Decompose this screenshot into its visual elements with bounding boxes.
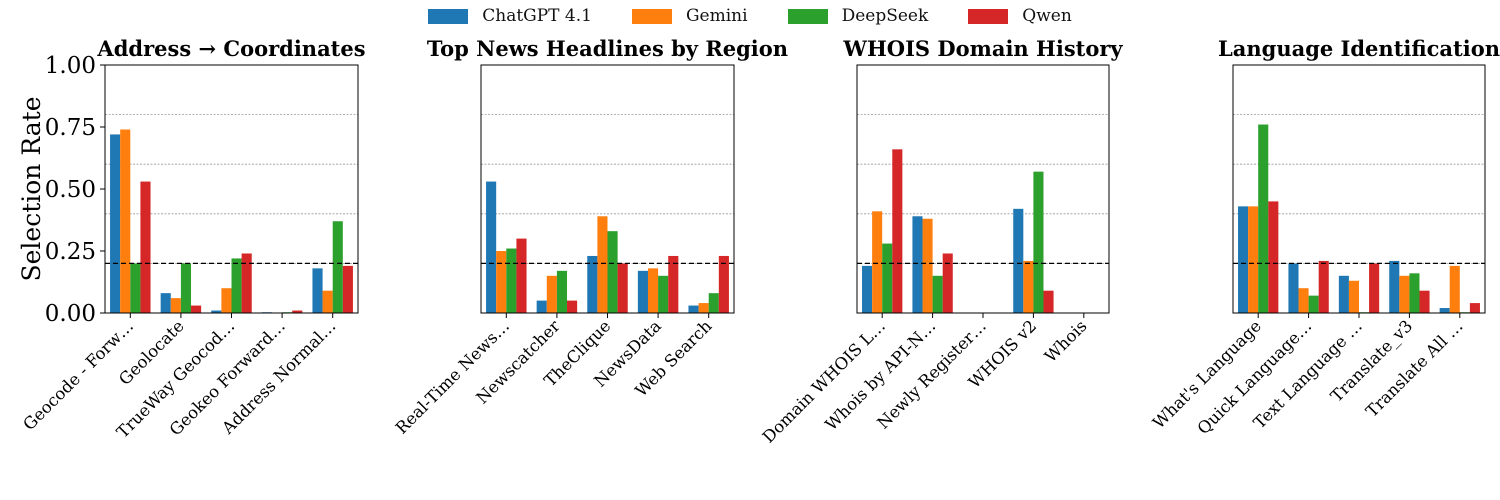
bar-chatgpt-4-1-5	[688, 305, 699, 313]
legend-item-chatgpt: ChatGPT 4.1	[428, 6, 592, 26]
bar-chatgpt-4-1-3	[587, 255, 598, 313]
legend-label-chatgpt: ChatGPT 4.1	[482, 6, 592, 26]
bar-gemini-1	[1248, 206, 1259, 313]
bar-gemini-2	[170, 298, 181, 313]
legend: ChatGPT 4.1 Gemini DeepSeek Qwen	[0, 4, 1500, 28]
bar-qwen-4	[292, 310, 303, 313]
bar-gemini-5	[1449, 265, 1460, 313]
legend-swatch-chatgpt	[428, 8, 469, 24]
bar-qwen-4	[668, 255, 679, 313]
bar-qwen-3	[241, 253, 252, 313]
bar-chatgpt-4-1-1	[1238, 206, 1249, 313]
y-tick-label: 0.75	[45, 115, 96, 141]
bar-gemini-5	[322, 290, 333, 313]
chart-title: WHOIS Domain History	[842, 36, 1123, 61]
bar-qwen-1	[140, 181, 151, 313]
bar-qwen-3	[1369, 263, 1380, 313]
y-tick-label: 0.00	[45, 301, 96, 327]
bar-chatgpt-4-1-1	[862, 265, 873, 313]
y-tick-label: 0.25	[45, 239, 96, 265]
bar-deepseek-2	[180, 263, 192, 313]
legend-swatch-qwen	[968, 8, 1009, 24]
bar-chatgpt-4-1-1	[110, 134, 121, 313]
chart-title: Top News Headlines by Region	[427, 36, 788, 61]
bar-gemini-4	[1023, 260, 1034, 313]
bar-qwen-2	[191, 305, 202, 313]
legend-swatch-gemini	[631, 8, 672, 24]
legend-label-gemini: Gemini	[685, 6, 748, 26]
legend-label-qwen: Qwen	[1022, 6, 1072, 26]
bar-deepseek-2	[932, 275, 943, 313]
bar-gemini-3	[221, 288, 232, 313]
bar-chatgpt-4-1-3	[1338, 275, 1349, 313]
bar-qwen-1	[1268, 201, 1279, 313]
bar-gemini-3	[1348, 280, 1359, 313]
bar-qwen-5	[342, 265, 353, 313]
y-tick-label: 0.50	[45, 177, 96, 203]
bar-qwen-4	[1043, 290, 1054, 313]
bar-chatgpt-4-1-4	[637, 270, 648, 313]
bar-qwen-2	[1318, 260, 1329, 313]
bar-chatgpt-4-1-5	[312, 268, 323, 313]
legend-item-qwen: Qwen	[968, 6, 1072, 26]
bar-chatgpt-4-1-2	[160, 293, 171, 313]
bar-deepseek-4	[658, 275, 669, 313]
chart-title: Address → Coordinates	[96, 36, 365, 61]
bar-qwen-2	[942, 253, 953, 313]
bar-gemini-1	[496, 251, 507, 313]
bar-deepseek-4	[1409, 273, 1420, 313]
legend-swatch-deepseek	[787, 8, 828, 24]
bar-qwen-5	[1469, 303, 1480, 313]
bar-deepseek-1	[1258, 124, 1269, 314]
bar-gemini-5	[698, 303, 709, 313]
bar-chatgpt-4-1-3	[211, 310, 222, 313]
bar-chatgpt-4-1-5	[1439, 308, 1450, 313]
bar-gemini-2	[922, 218, 933, 313]
bar-qwen-2	[567, 300, 578, 313]
bar-chatgpt-4-1-4	[1013, 208, 1024, 313]
legend-item-gemini: Gemini	[631, 6, 748, 26]
bar-gemini-4	[647, 268, 659, 313]
bar-gemini-1	[120, 129, 131, 313]
bar-gemini-2	[546, 275, 557, 313]
bar-gemini-4	[1399, 275, 1410, 313]
bar-deepseek-2	[1308, 295, 1319, 313]
bar-deepseek-4	[1033, 171, 1044, 313]
bar-chatgpt-4-1-2	[1288, 263, 1299, 313]
bar-gemini-1	[872, 211, 883, 313]
bar-deepseek-1	[882, 243, 893, 313]
bar-deepseek-1	[506, 248, 517, 313]
y-tick-label: 1.00	[45, 53, 96, 79]
bar-deepseek-3	[231, 258, 242, 313]
bar-deepseek-1	[130, 263, 141, 313]
bar-chatgpt-4-1-2	[912, 216, 923, 313]
bar-chatgpt-4-1-1	[486, 181, 497, 313]
bar-chatgpt-4-1-4	[1389, 260, 1400, 313]
bar-qwen-1	[516, 238, 527, 313]
chart-title: Language Identification	[1218, 36, 1500, 61]
bar-deepseek-3	[607, 231, 618, 313]
bar-gemini-3	[597, 216, 608, 313]
bar-chatgpt-4-1-2	[536, 300, 547, 313]
x-tick-label: Translate All …	[1362, 316, 1467, 421]
bar-qwen-4	[1419, 290, 1430, 313]
x-tick-label: Whois	[1041, 316, 1091, 366]
legend-label-deepseek: DeepSeek	[841, 6, 929, 26]
bar-gemini-2	[1298, 288, 1309, 313]
bar-qwen-3	[617, 263, 628, 313]
bar-qwen-1	[892, 149, 903, 313]
legend-item-deepseek: DeepSeek	[787, 6, 929, 26]
bar-deepseek-5	[332, 221, 343, 313]
bar-qwen-5	[718, 255, 729, 313]
bar-deepseek-2	[556, 270, 568, 313]
y-axis-label: Selection Rate	[17, 97, 46, 282]
bar-deepseek-5	[708, 293, 719, 313]
